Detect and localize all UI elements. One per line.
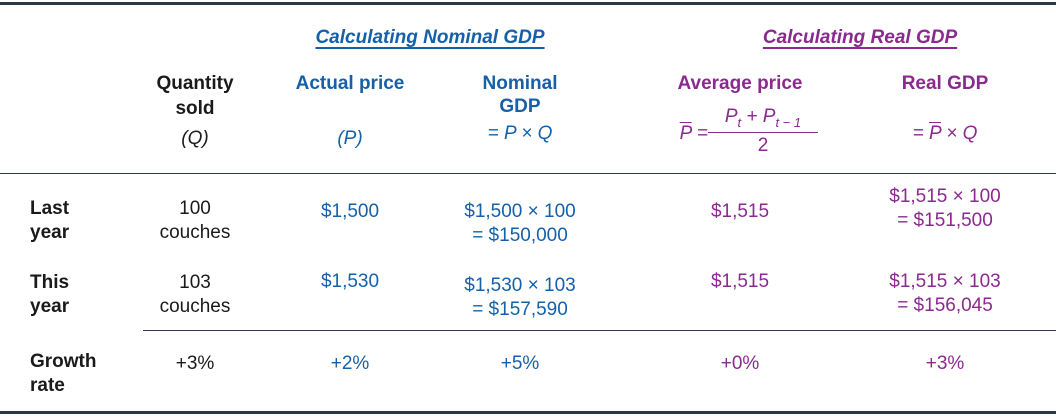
top-rule xyxy=(0,2,1056,5)
average-price-denominator: 2 xyxy=(757,134,769,156)
header-actual-price: Actual price xyxy=(295,73,405,94)
growth-average-price: +0% xyxy=(720,353,760,374)
real-gdp-group-title: Calculating Real GDP xyxy=(762,27,958,48)
numerator-sub-t-minus-1: t − 1 xyxy=(775,114,802,130)
header-nominal-gdp-formula: = P × Q xyxy=(487,123,553,144)
header-quantity-line1: Quantity xyxy=(156,73,234,94)
header-quantity-symbol: (Q) xyxy=(181,128,209,149)
row-this-year-quantity-line2: couches xyxy=(159,296,231,317)
header-real-gdp: Real GDP xyxy=(901,73,989,94)
row-last-year-label-line2: year xyxy=(30,222,70,243)
row-last-year-average-price: $1,515 xyxy=(710,201,770,222)
growth-label-line1: Growth xyxy=(30,351,97,372)
average-price-numerator: Pt + Pt − 1 xyxy=(708,106,818,133)
average-price-fraction: Pt + Pt − 1 2 xyxy=(708,106,818,157)
header-average-price: Average price xyxy=(677,73,803,94)
growth-rule xyxy=(143,330,1056,331)
row-this-year-real-line2: = $156,045 xyxy=(897,295,993,316)
row-last-year-real-line1: $1,515 × 100 xyxy=(889,186,1001,207)
row-this-year-average-price: $1,515 xyxy=(710,271,770,292)
row-this-year-nominal-line1: $1,530 × 103 xyxy=(464,275,576,296)
growth-label-line2: rate xyxy=(30,375,65,396)
growth-actual-price: +2% xyxy=(330,353,370,374)
growth-quantity: +3% xyxy=(175,353,215,374)
header-nominal-gdp-line2: GDP xyxy=(499,96,541,117)
growth-real-gdp: +3% xyxy=(925,353,965,374)
row-last-year-nominal-line2: = $150,000 xyxy=(472,225,568,246)
header-nominal-gdp-line1: Nominal xyxy=(482,73,558,94)
row-this-year-real-line1: $1,515 × 103 xyxy=(889,271,1001,292)
average-price-symbol: P = xyxy=(679,123,708,144)
header-average-price-lhs: P = xyxy=(628,122,708,145)
row-this-year-label-line2: year xyxy=(30,296,70,317)
row-this-year-nominal-line2: = $157,590 xyxy=(472,299,568,320)
row-this-year-quantity-line1: 103 xyxy=(179,272,211,293)
row-this-year-label-line1: This xyxy=(30,272,70,293)
row-last-year-quantity-line2: couches xyxy=(159,222,231,243)
numerator-sub-t: t xyxy=(737,114,742,130)
row-last-year-quantity-line1: 100 xyxy=(179,198,211,219)
numerator-p: P xyxy=(724,106,738,127)
header-real-gdp-formula: = P × Q xyxy=(870,122,1020,145)
numerator-plus-p: + P xyxy=(741,106,776,127)
row-last-year-nominal-line1: $1,500 × 100 xyxy=(464,201,576,222)
row-last-year-real-line2: = $151,500 xyxy=(897,210,993,231)
header-quantity-line2: sold xyxy=(175,98,215,119)
bottom-rule xyxy=(0,411,1056,414)
growth-nominal-gdp: +5% xyxy=(500,353,540,374)
header-actual-price-symbol: (P) xyxy=(337,128,363,149)
row-this-year-actual-price: $1,530 xyxy=(320,271,380,292)
row-last-year-actual-price: $1,500 xyxy=(320,201,380,222)
row-last-year-label-line1: Last xyxy=(30,198,70,219)
nominal-gdp-group-title: Calculating Nominal GDP xyxy=(315,27,545,48)
real-gdp-formula-text: = P × Q xyxy=(912,123,978,144)
header-rule xyxy=(0,173,1056,174)
